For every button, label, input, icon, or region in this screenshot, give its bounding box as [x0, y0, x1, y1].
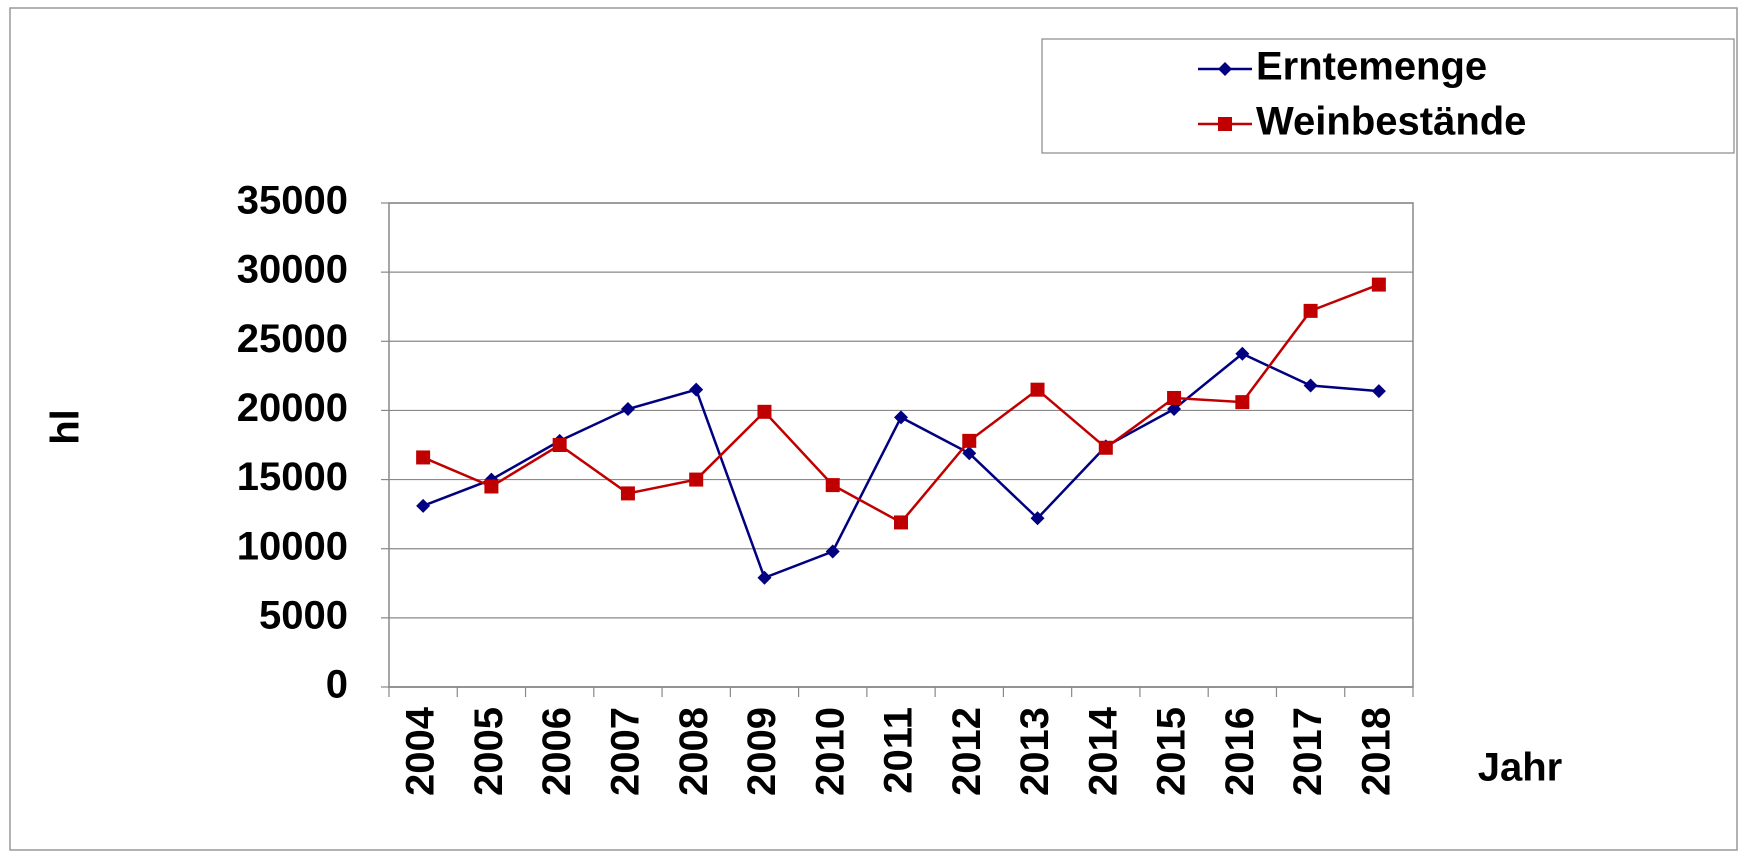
marker [416, 450, 431, 465]
marker [689, 382, 704, 397]
x-tick-label: 2007 [603, 707, 647, 796]
marker [620, 486, 635, 501]
marker [757, 570, 772, 585]
y-tick-label: 35000 [237, 179, 348, 223]
x-tick-label: 2010 [808, 707, 852, 796]
marker [894, 515, 908, 530]
x-tick-label: 2011 [877, 707, 921, 794]
legend-label: Weinbestände [1256, 100, 1526, 144]
marker [1098, 440, 1113, 455]
x-tick-label: 2014 [1081, 706, 1125, 796]
marker [1303, 303, 1318, 318]
marker [552, 438, 567, 452]
x-tick-label: 2013 [1013, 707, 1057, 796]
x-tick-label: 2015 [1150, 707, 1194, 796]
marker [1303, 378, 1318, 393]
marker [1030, 511, 1045, 526]
marker [1235, 395, 1250, 410]
x-tick-label: 2009 [740, 707, 784, 796]
x-tick-label: 2006 [535, 707, 579, 796]
x-tick-label: 2008 [672, 707, 716, 796]
x-tick-label: 2012 [945, 707, 989, 796]
marker [484, 479, 499, 494]
x-tick-label: 2004 [399, 706, 443, 796]
x-tick-label: 2016 [1218, 707, 1262, 796]
marker [689, 472, 704, 487]
marker [1371, 384, 1386, 399]
marker [825, 544, 840, 559]
y-tick-label: 15000 [237, 455, 348, 499]
legend-marker [1218, 62, 1232, 76]
y-tick-label: 20000 [237, 386, 348, 430]
legend-box [1041, 38, 1735, 154]
marker [757, 404, 772, 419]
y-tick-label: 5000 [259, 593, 348, 637]
marker [620, 402, 635, 417]
x-tick-label: 2017 [1286, 707, 1330, 796]
y-tick-label: 25000 [237, 317, 348, 361]
x-tick-label: 2018 [1354, 707, 1398, 796]
x-tick-label: 2005 [467, 707, 511, 796]
marker [962, 446, 977, 461]
y-tick-label: 10000 [237, 524, 348, 568]
marker [1167, 390, 1182, 405]
legend-marker [1218, 117, 1232, 131]
y-tick-label: 30000 [237, 248, 348, 292]
legend-label: Erntemenge [1256, 45, 1487, 89]
marker [1167, 402, 1182, 417]
marker [825, 478, 840, 493]
marker [416, 498, 431, 513]
y-tick-label: 0 [326, 663, 348, 707]
marker [1371, 277, 1386, 292]
y-axis-label: hl [44, 409, 88, 445]
marker [1030, 382, 1045, 397]
marker [1235, 346, 1250, 361]
x-axis-label: Jahr [1478, 746, 1563, 790]
marker [894, 410, 908, 425]
marker [962, 433, 977, 448]
